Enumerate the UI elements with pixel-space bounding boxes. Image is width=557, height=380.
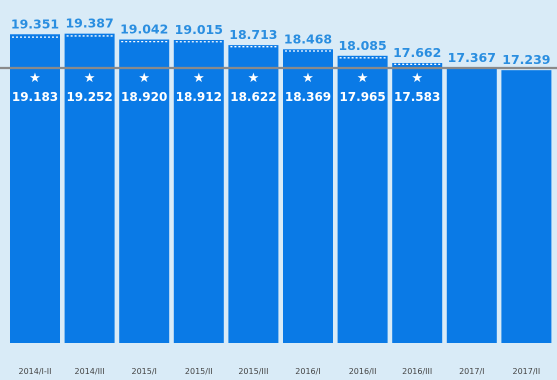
secondary-value-label-7: 17.965	[339, 90, 385, 104]
value-label-8: 17.662	[393, 45, 441, 60]
star-marker-3: ★	[138, 71, 150, 86]
value-label-4: 19.015	[175, 22, 223, 37]
x-tick-label-5: 2015/III	[238, 367, 268, 376]
bar-2	[64, 33, 115, 343]
star-marker-4: ★	[193, 71, 205, 86]
secondary-value-label-8: 17.583	[394, 90, 440, 104]
bar-1	[10, 34, 60, 343]
value-label-7: 18.085	[338, 38, 386, 53]
value-label-1: 19.351	[11, 16, 59, 31]
value-label-2: 19.387	[65, 16, 113, 31]
star-marker-8: ★	[411, 71, 423, 86]
x-tick-label-6: 2016/I	[295, 367, 320, 376]
bar-4	[173, 39, 224, 343]
star-marker-5: ★	[248, 71, 260, 86]
bar-3	[119, 39, 170, 344]
value-label-9: 17.367	[448, 50, 496, 65]
x-tick-label-7: 2016/II	[349, 367, 377, 376]
bar-5	[228, 45, 279, 343]
bar-7	[337, 55, 388, 343]
x-tick-label-9: 2017/I	[459, 367, 484, 376]
x-tick-label-4: 2015/II	[185, 367, 213, 376]
star-marker-7: ★	[357, 71, 369, 86]
x-tick-label-2: 2014/III	[75, 367, 105, 376]
bar-6	[283, 49, 333, 344]
top-labels-group: 19.351 19.387 19.042 19.015 18.713 18.468 18.0…	[11, 16, 551, 68]
value-label-10: 17.239	[502, 52, 550, 67]
bar-8	[392, 62, 443, 344]
x-tick-label-10: 2017/II	[513, 367, 541, 376]
x-tick-label-1: 2014/I-II	[18, 367, 51, 376]
star-marker-6: ★	[302, 71, 314, 86]
x-tick-label-8: 2016/III	[402, 367, 432, 376]
secondary-value-label-5: 18.622	[230, 90, 276, 104]
bars-group	[10, 33, 552, 344]
secondary-value-label-3: 18.920	[121, 90, 167, 104]
value-label-3: 19.042	[120, 22, 168, 37]
inner-labels-group: ★ 19.183 ★ 19.252 ★ 18.920 ★ 18.912 ★ 18.622 ★ 18.3…	[12, 71, 441, 104]
secondary-value-label-4: 18.912	[176, 90, 222, 104]
value-label-5: 18.713	[229, 27, 277, 42]
secondary-value-label-2: 19.252	[66, 90, 112, 104]
secondary-value-label-1: 19.183	[12, 90, 58, 104]
star-marker-2: ★	[84, 71, 96, 86]
x-tick-label-3: 2015/I	[131, 367, 156, 376]
bar-9	[446, 68, 497, 343]
x-axis-tick-labels: 2014/I-II 2014/III 2015/I 2015/II 2015/III 20…	[18, 367, 540, 376]
star-marker-1: ★	[29, 71, 41, 86]
bar-10	[501, 70, 552, 344]
value-label-6: 18.468	[284, 31, 332, 46]
secondary-value-label-6: 18.369	[285, 90, 331, 104]
